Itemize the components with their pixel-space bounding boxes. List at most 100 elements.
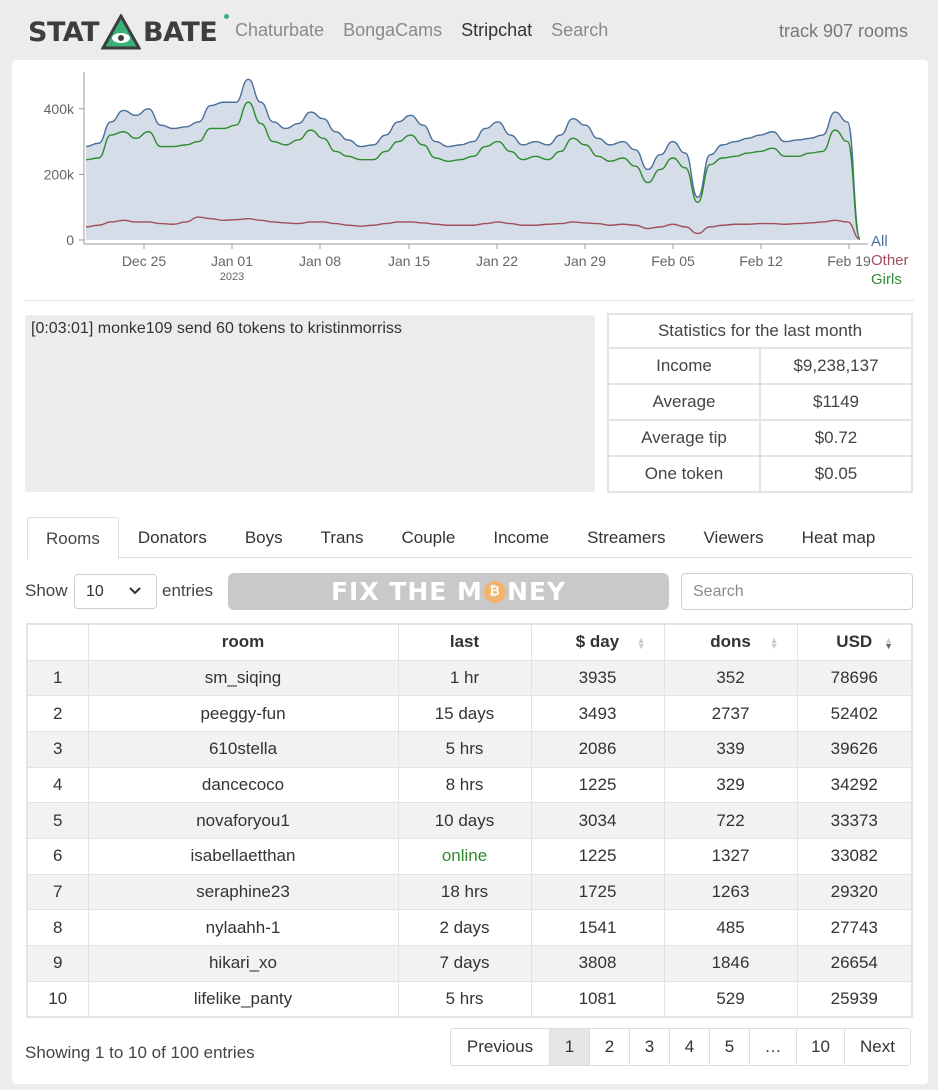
col-usd-label: USD <box>836 632 873 652</box>
entries-select-value: 10 <box>86 583 104 600</box>
cell-last: online <box>397 837 532 875</box>
cell-last: 8 hrs <box>397 766 532 804</box>
tab-rooms[interactable]: Rooms <box>27 517 119 559</box>
entries-select[interactable]: 10 <box>74 574 157 609</box>
tab-heat-map[interactable]: Heat map <box>801 528 876 547</box>
cell-room[interactable]: 610stella <box>87 730 399 768</box>
table-row[interactable]: 10 lifelike_panty 5 hrs 1081 529 25939 <box>26 980 913 1018</box>
x-tick-label: Jan 01 <box>211 253 253 269</box>
x-tick-label: Jan 29 <box>564 253 606 269</box>
tab-income[interactable]: Income <box>493 528 550 547</box>
logo[interactable]: STAT BATE <box>28 12 230 52</box>
col-usd[interactable]: USD ▲ ▼ <box>796 623 913 661</box>
col-last[interactable]: last <box>397 623 532 661</box>
series-girls-line <box>85 101 861 240</box>
table-row[interactable]: 9 hikari_xo 7 days 3808 1846 26654 <box>26 945 913 982</box>
y-tick-label: 0 <box>66 232 74 248</box>
tab-bar: Rooms Donators Boys Trans Couple Income … <box>27 517 913 559</box>
logo-text-left: STAT <box>28 16 99 48</box>
x-tick-label: Jan 08 <box>299 253 341 269</box>
cell-room[interactable]: isabellaetthan <box>87 837 399 875</box>
page-3[interactable]: 3 <box>629 1029 669 1065</box>
income-chart: 0 200k 400k Dec 25 Jan 01 Jan 08 Jan 15 Jan 22 J… <box>24 68 924 293</box>
page-4[interactable]: 4 <box>669 1029 709 1065</box>
stats-title: Statistics for the last month <box>607 312 913 350</box>
cell-room[interactable]: dancecoco <box>87 766 399 804</box>
cell-room[interactable]: nylaahh-1 <box>87 909 399 946</box>
cell-room[interactable]: seraphine23 <box>87 873 399 911</box>
cell-index: 8 <box>26 909 89 946</box>
cell-room[interactable]: lifelike_panty <box>87 980 399 1018</box>
cell-day: 1541 <box>530 909 665 946</box>
cell-last: 10 days <box>397 802 532 839</box>
nav-chaturbate[interactable]: Chaturbate <box>235 20 325 40</box>
cell-room[interactable]: hikari_xo <box>87 945 399 982</box>
cell-dons: 1327 <box>663 837 798 875</box>
nav-bongacams[interactable]: BongaCams <box>343 20 443 40</box>
cell-index: 5 <box>26 802 89 839</box>
cell-last: 5 hrs <box>397 730 532 768</box>
cell-usd: 26654 <box>796 945 913 982</box>
cell-index: 7 <box>26 873 89 911</box>
search-input[interactable] <box>681 573 913 610</box>
tab-donators[interactable]: Donators <box>137 528 207 547</box>
log-receiver[interactable]: kristinmorriss <box>307 320 402 337</box>
cell-last: 7 days <box>397 945 532 982</box>
log-sender[interactable]: monke109 <box>97 320 173 337</box>
cell-room[interactable]: sm_siqing <box>87 659 399 697</box>
cell-day: 3935 <box>530 659 665 697</box>
x-tick-label: Feb 05 <box>651 253 695 269</box>
col-last-label: last <box>449 632 480 652</box>
cell-room[interactable]: peeggy-fun <box>87 695 399 732</box>
pagination: Previous 1 2 3 4 5 … 10 Next <box>450 1028 911 1066</box>
table-row[interactable]: 7 seraphine23 18 hrs 1725 1263 29320 <box>26 873 913 911</box>
stats-table: Statistics for the last month Income $9,… <box>607 312 913 493</box>
table-row[interactable]: 6 isabellaetthan online 1225 1327 33082 <box>26 837 913 875</box>
cell-day: 1081 <box>530 980 665 1018</box>
x-tick-label: Feb 12 <box>739 253 783 269</box>
banner-text-right: NEY <box>506 577 567 606</box>
col-dons[interactable]: dons ▲ ▼ <box>663 623 798 661</box>
cell-dons: 1263 <box>663 873 798 911</box>
tab-trans[interactable]: Trans <box>320 528 364 547</box>
eye-triangle-icon <box>100 14 141 50</box>
stat-label: One token <box>607 455 761 493</box>
nav-stripchat[interactable]: Stripchat <box>461 20 533 40</box>
table-row[interactable]: 4 dancecoco 8 hrs 1225 329 34292 <box>26 766 913 804</box>
cell-last: 1 hr <box>397 659 532 697</box>
sort-icon: ▲ ▼ <box>636 635 646 651</box>
col-day[interactable]: $ day ▲ ▼ <box>530 623 665 661</box>
table-row[interactable]: 1 sm_siqing 1 hr 3935 352 78696 <box>26 659 913 697</box>
cell-index: 2 <box>26 695 89 732</box>
col-day-label: $ day <box>575 632 620 652</box>
cell-room[interactable]: novaforyou1 <box>87 802 399 839</box>
cell-index: 3 <box>26 730 89 768</box>
col-room[interactable]: room <box>87 623 399 661</box>
cell-usd: 29320 <box>796 873 913 911</box>
table-row[interactable]: 5 novaforyou1 10 days 3034 722 33373 <box>26 802 913 839</box>
page-ellipsis: … <box>749 1029 796 1065</box>
cell-dons: 529 <box>663 980 798 1018</box>
cell-dons: 339 <box>663 730 798 768</box>
page-10[interactable]: 10 <box>796 1029 844 1065</box>
page-1[interactable]: 1 <box>549 1029 589 1065</box>
cell-index: 4 <box>26 766 89 804</box>
page-5[interactable]: 5 <box>709 1029 749 1065</box>
table-row[interactable]: 8 nylaahh-1 2 days 1541 485 27743 <box>26 909 913 946</box>
legend-girls: Girls <box>871 271 902 288</box>
fix-the-money-banner[interactable]: FIX THE M ₿ NEY <box>228 573 669 610</box>
nav-search[interactable]: Search <box>551 20 609 40</box>
page-next[interactable]: Next <box>844 1029 910 1065</box>
tab-couple[interactable]: Couple <box>401 528 456 547</box>
logo-text-right: BATE <box>142 16 218 48</box>
page-previous[interactable]: Previous <box>466 1037 534 1056</box>
page-2[interactable]: 2 <box>589 1029 629 1065</box>
tab-streamers[interactable]: Streamers <box>587 528 666 547</box>
table-row[interactable]: 3 610stella 5 hrs 2086 339 39626 <box>26 730 913 768</box>
table-row[interactable]: 2 peeggy-fun 15 days 3493 2737 52402 <box>26 695 913 732</box>
cell-last: 5 hrs <box>397 980 532 1018</box>
track-count: track 907 rooms <box>778 21 908 41</box>
tab-boys[interactable]: Boys <box>244 528 283 547</box>
tab-viewers[interactable]: Viewers <box>703 528 764 547</box>
col-index <box>26 623 89 661</box>
